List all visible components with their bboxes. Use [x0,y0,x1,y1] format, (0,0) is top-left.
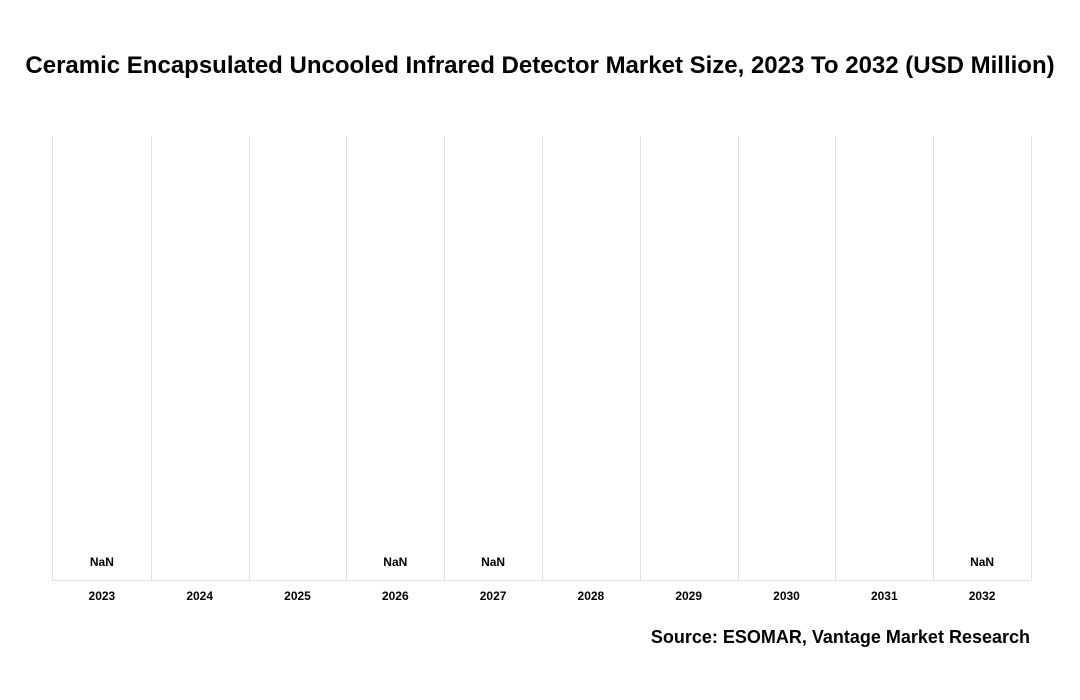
gridline [346,136,347,580]
gridline [640,136,641,580]
x-tick-label: 2027 [480,589,507,603]
x-tick-label: 2028 [578,589,605,603]
plot-area: NaN202320242025NaN2026NaN202720282029203… [52,136,1030,581]
x-tick-label: 2031 [871,589,898,603]
gridline [444,136,445,580]
x-tick-label: 2029 [675,589,702,603]
gridline [249,136,250,580]
x-tick-label: 2025 [284,589,311,603]
bar-value-label: NaN [90,555,114,569]
x-tick-label: 2026 [382,589,409,603]
gridline [933,136,934,580]
x-tick-label: 2023 [89,589,116,603]
x-tick-label: 2024 [186,589,213,603]
gridline [835,136,836,580]
gridline [738,136,739,580]
bar-value-label: NaN [481,555,505,569]
chart-container: Ceramic Encapsulated Uncooled Infrared D… [0,0,1080,700]
bar-value-label: NaN [970,555,994,569]
x-tick-label: 2030 [773,589,800,603]
source-attribution: Source: ESOMAR, Vantage Market Research [0,627,1030,648]
x-tick-label: 2032 [969,589,996,603]
gridline [1031,136,1032,580]
chart-title: Ceramic Encapsulated Uncooled Infrared D… [0,52,1080,80]
gridline [542,136,543,580]
gridline [151,136,152,580]
bar-value-label: NaN [383,555,407,569]
